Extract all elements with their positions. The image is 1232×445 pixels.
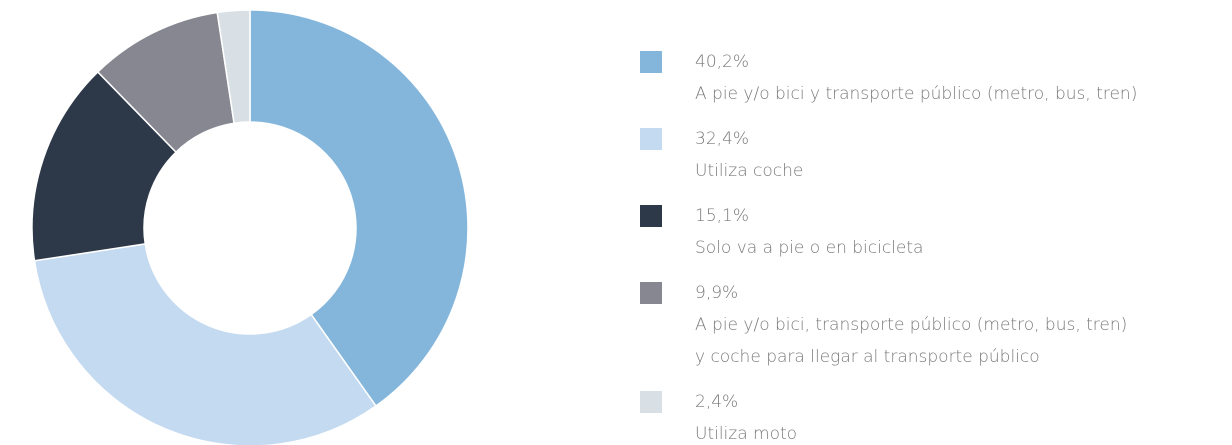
legend-value: 15,1% [695, 206, 750, 226]
legend-label: Solo va a pie o en bicicleta [695, 238, 924, 258]
legend-text: 2,4% Utiliza moto [695, 386, 797, 445]
legend-text: 9,9% A pie y/o bici, transporte público (… [695, 277, 1127, 373]
legend-swatch [640, 282, 662, 304]
donut-slice [33, 243, 377, 445]
legend-label: Utiliza coche [695, 161, 804, 181]
legend-label: Utiliza moto [695, 424, 798, 444]
legend-item: 9,9% A pie y/o bici, transporte público (… [640, 277, 1137, 373]
legend-item: 2,4% Utiliza moto [640, 386, 1137, 445]
legend-value: 9,9% [695, 283, 739, 303]
legend-swatch [640, 391, 662, 413]
legend-value: 2,4% [695, 392, 739, 412]
donut-slice [31, 70, 178, 262]
legend-label: A pie y/o bici y transporte público (met… [695, 84, 1138, 104]
legend: 40,2% A pie y/o bici y transporte público… [640, 46, 1137, 445]
legend-item: 32,4% Utiliza coche [640, 123, 1137, 187]
legend-swatch [640, 128, 662, 150]
legend-swatch [640, 205, 662, 227]
donut-slice [249, 9, 469, 408]
legend-label: A pie y/o bici, transporte público (metr… [695, 315, 1128, 367]
donut-slice [216, 9, 251, 125]
donut-chart [31, 9, 469, 445]
legend-swatch [640, 51, 662, 73]
legend-item: 15,1% Solo va a pie o en bicicleta [640, 200, 1137, 264]
legend-item: 40,2% A pie y/o bici y transporte público… [640, 46, 1137, 110]
legend-value: 32,4% [695, 129, 750, 149]
legend-text: 40,2% A pie y/o bici y transporte público… [695, 46, 1137, 110]
legend-text: 15,1% Solo va a pie o en bicicleta [695, 200, 923, 264]
legend-text: 32,4% Utiliza coche [695, 123, 803, 187]
legend-value: 40,2% [695, 52, 750, 72]
